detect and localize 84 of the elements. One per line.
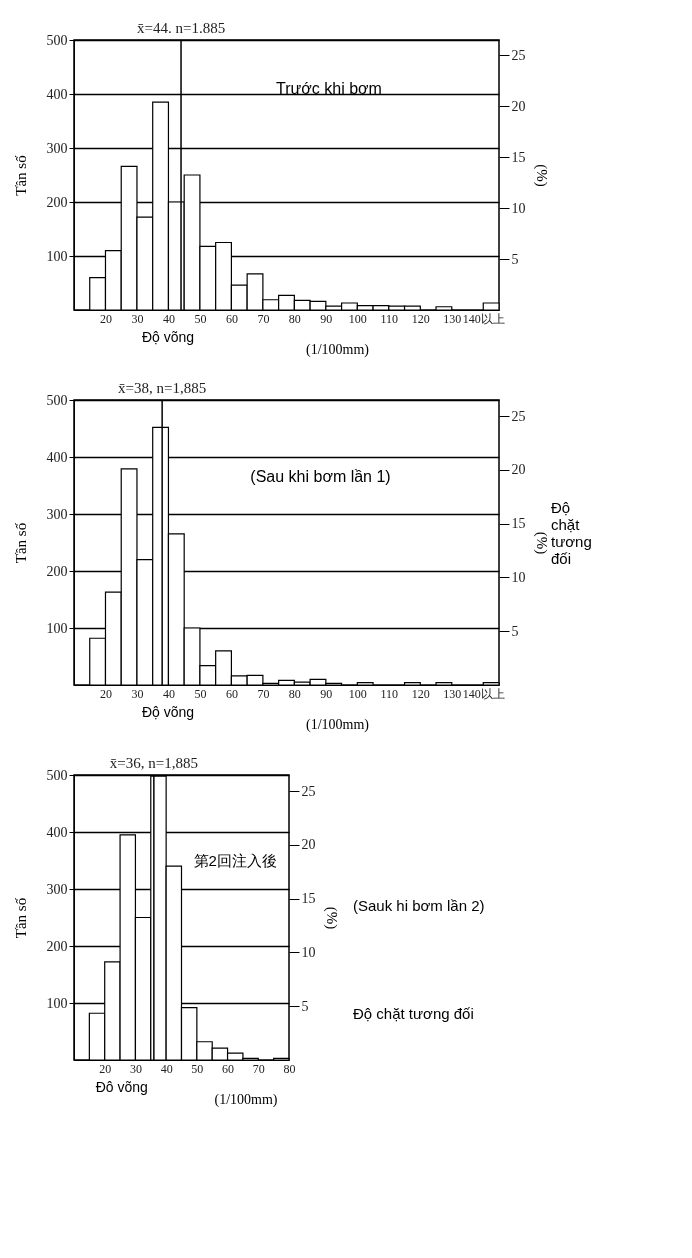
y-tick-label: 200 <box>46 194 68 210</box>
y2-axis-title: (%) <box>532 531 550 555</box>
y2-tick-label: 5 <box>301 998 309 1014</box>
y2-tick-label: 25 <box>511 408 526 424</box>
text: (Sau khi bơm lần 1) <box>250 467 391 485</box>
text: (1/100mm) <box>306 342 370 358</box>
x-tick-label: 30 <box>131 311 144 326</box>
ref-line-label: x̄=38, n=1,885 <box>118 380 207 396</box>
y2-tick-label: 5 <box>511 251 519 267</box>
text: Độ chặt tương đối <box>353 1005 474 1023</box>
x-tick-label: 30 <box>131 686 144 701</box>
x-tick-label: 90 <box>320 311 333 326</box>
y-tick-label: 100 <box>46 620 68 636</box>
y2-tick-label: 20 <box>511 462 526 478</box>
y-tick-label: 100 <box>46 995 68 1011</box>
x-tick-label: 50 <box>194 311 207 326</box>
x-tick-label: 40 <box>162 686 175 701</box>
x-tick-label: 90 <box>320 686 333 701</box>
y-axis-title: Tần số <box>12 897 29 939</box>
y2-tick-label: 25 <box>511 47 526 63</box>
x-tick-label: 130 <box>443 311 462 326</box>
x-tick-label: 120 <box>411 686 430 701</box>
x-tick-label: 60 <box>222 1061 235 1076</box>
x-tick-label: 80 <box>288 686 301 701</box>
x-tick-label: 110 <box>380 686 399 701</box>
x-tick-label: 100 <box>348 686 367 701</box>
y-tick-label: 400 <box>46 824 68 840</box>
x-tick-label: 140以上 <box>462 686 505 701</box>
text: (1/100mm) <box>214 1092 278 1108</box>
x-tick-label: 110 <box>380 311 399 326</box>
y-tick-label: 200 <box>46 563 68 579</box>
text: (1/100mm) <box>306 717 370 733</box>
ref-line-label: x̄=36, n=1,885 <box>109 755 198 771</box>
x-tick-label: 120 <box>411 311 430 326</box>
y-tick-label: 500 <box>46 392 68 408</box>
y-tick-label: 400 <box>46 86 68 102</box>
x-tick-label: 30 <box>129 1061 142 1076</box>
y2-axis-title: (%) <box>532 164 550 187</box>
x-tick-label: 20 <box>99 686 112 701</box>
x-tick-label: 100 <box>348 311 367 326</box>
y2-tick-label: 15 <box>511 516 526 532</box>
x-tick-label: 70 <box>257 311 270 326</box>
y-tick-label: 500 <box>46 767 68 783</box>
text: (Sauk hi bơm lần 2) <box>353 897 485 915</box>
x-tick-label: 70 <box>252 1061 265 1076</box>
x-tick-label: 140以上 <box>462 311 505 326</box>
y-tick-label: 200 <box>46 938 68 954</box>
x-tick-label: 40 <box>162 311 175 326</box>
y-tick-label: 100 <box>46 248 68 264</box>
y-tick-label: 300 <box>46 881 68 897</box>
x-tick-label: 20 <box>99 1061 112 1076</box>
y2-tick-label: 15 <box>301 891 316 907</box>
text: Độ chặt tương đối <box>551 499 592 568</box>
y-axis-title: Tần số <box>12 154 29 196</box>
x-tick-label: 60 <box>225 311 238 326</box>
y2-tick-label: 5 <box>511 623 519 639</box>
y2-tick-label: 10 <box>511 569 526 585</box>
y2-tick-label: 20 <box>511 98 526 114</box>
x-tick-label: 20 <box>99 311 112 326</box>
y2-axis-title: (%) <box>322 906 340 930</box>
annotation: 第2回注入後 <box>193 851 277 869</box>
x-tick-label: 50 <box>194 686 207 701</box>
x-tick-label: 80 <box>283 1061 296 1076</box>
x-tick-label: 40 <box>160 1061 173 1076</box>
x-axis-title: Đô võng <box>95 1078 148 1095</box>
x-tick-label: 50 <box>191 1061 204 1076</box>
y-tick-label: 500 <box>46 32 68 48</box>
x-tick-label: 70 <box>257 686 270 701</box>
y-axis-title: Tần số <box>12 522 29 564</box>
text: Trước khi bơm <box>276 79 382 97</box>
x-axis-title: Độ võng <box>141 328 195 345</box>
y2-tick-label: 10 <box>301 944 316 960</box>
y-tick-label: 400 <box>46 449 68 465</box>
y2-tick-label: 20 <box>301 837 316 853</box>
x-axis-title: Độ võng <box>141 703 195 720</box>
x-tick-label: 60 <box>225 686 238 701</box>
x-tick-label: 80 <box>288 311 301 326</box>
y-tick-label: 300 <box>46 506 68 522</box>
x-tick-label: 130 <box>443 686 462 701</box>
y2-tick-label: 15 <box>511 149 526 165</box>
y-tick-label: 300 <box>46 140 68 156</box>
ref-line-label: x̄=44. n=1.885 <box>136 20 226 36</box>
y2-tick-label: 10 <box>511 200 526 216</box>
y2-tick-label: 25 <box>301 783 316 799</box>
